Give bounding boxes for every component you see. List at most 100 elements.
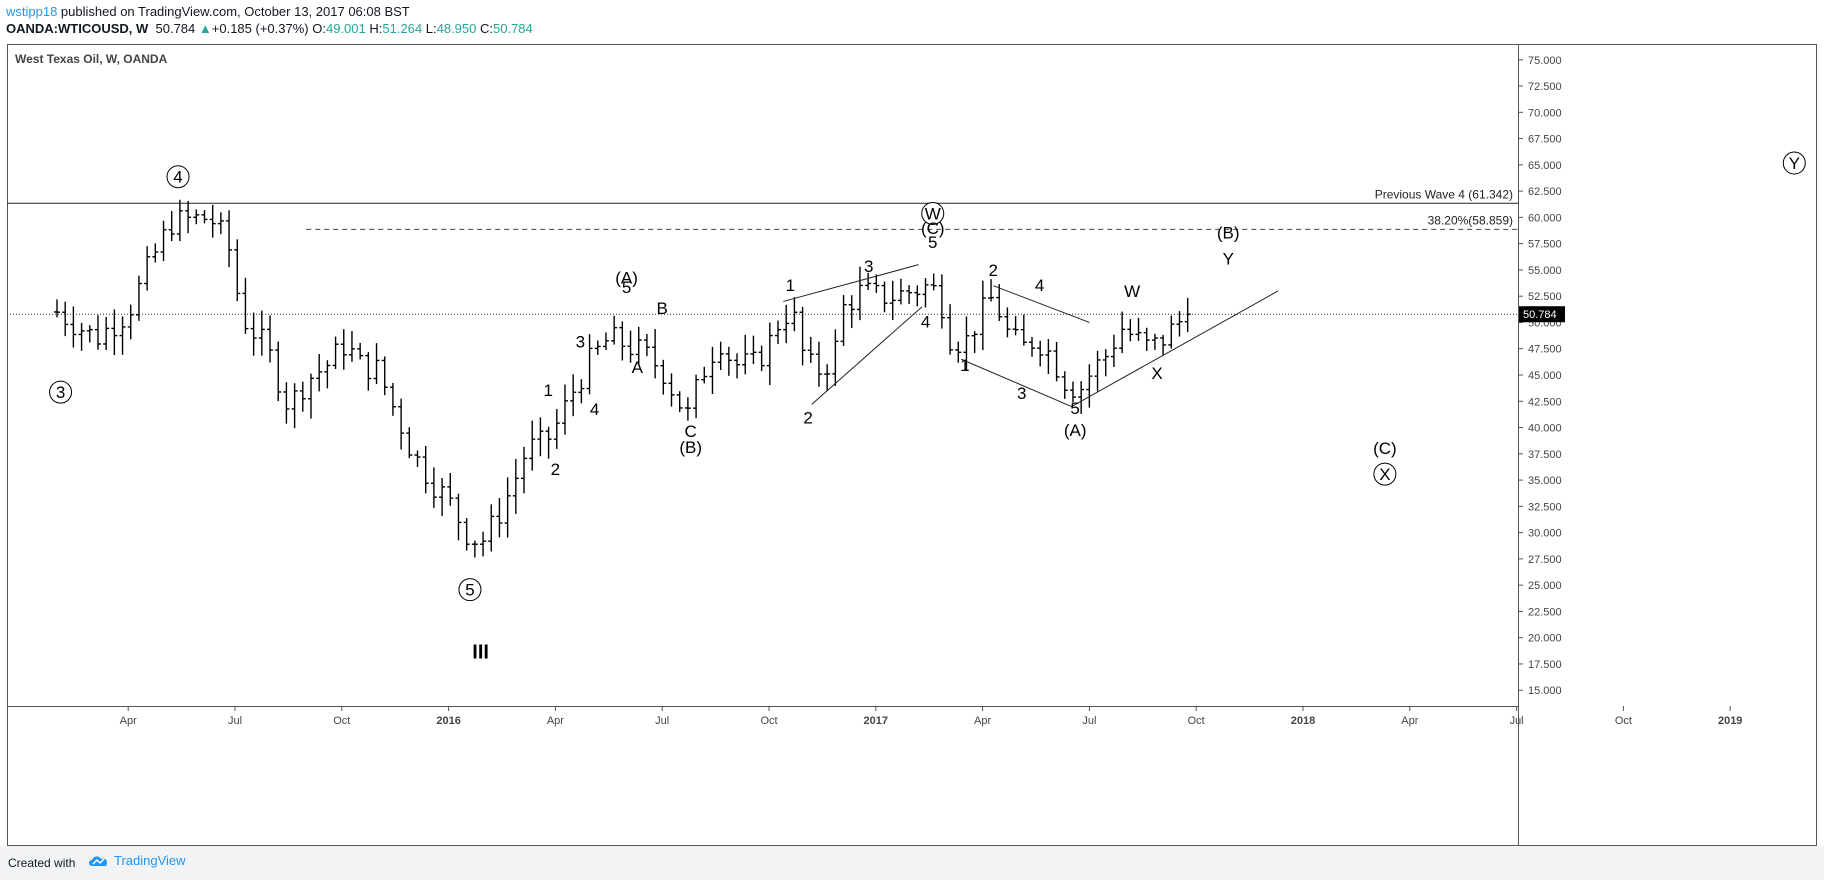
- high-value: 51.264: [382, 21, 423, 36]
- y-tick-label: 30.000: [1528, 528, 1562, 540]
- horizontal-line-label: Previous Wave 4 (61.342): [1375, 187, 1513, 201]
- wave-label: C: [685, 422, 697, 441]
- wave-label: Y: [1789, 154, 1800, 173]
- low-value: 48.950: [436, 21, 477, 36]
- footer: Created with TradingView: [0, 846, 1824, 880]
- wave-label-circle: [166, 165, 190, 189]
- y-tick-label: 40.000: [1528, 423, 1562, 435]
- y-tick-label: 32.500: [1528, 501, 1562, 513]
- close-value: 50.784: [493, 21, 533, 36]
- y-tick-label: 37.500: [1528, 449, 1562, 461]
- high-label: H:: [369, 21, 383, 36]
- last-price-tag: [1519, 306, 1565, 323]
- y-tick-label: 55.000: [1528, 265, 1562, 277]
- wave-label: 4: [173, 168, 182, 187]
- wave-label: 4: [921, 313, 930, 332]
- x-tick-label: Apr: [974, 715, 991, 727]
- y-tick-label: 17.500: [1528, 659, 1562, 671]
- wave-label: 5: [622, 278, 631, 297]
- y-tick-label: 20.000: [1528, 633, 1562, 645]
- wave-label: (C): [921, 219, 945, 238]
- y-tick-label: 45.000: [1528, 370, 1562, 382]
- y-tick-label: 62.500: [1528, 186, 1562, 198]
- y-tick-label: 35.000: [1528, 475, 1562, 487]
- wave-label: III: [472, 642, 489, 664]
- publish-line: wstipp18 published on TradingView.com, O…: [6, 4, 410, 19]
- x-tick-label: 2016: [436, 715, 460, 727]
- x-tick-label: Oct: [1615, 715, 1632, 727]
- wave-label: W: [1124, 282, 1140, 301]
- y-tick-label: 70.000: [1528, 107, 1562, 119]
- wave-label: (B): [679, 438, 702, 457]
- wave-label: 2: [989, 261, 998, 280]
- close-label: C:: [480, 21, 493, 36]
- y-tick-label: 60.000: [1528, 212, 1562, 224]
- y-tick-label: 42.500: [1528, 396, 1562, 408]
- wave-label-circle: [49, 380, 73, 404]
- y-tick-label: 57.500: [1528, 239, 1562, 251]
- wave-label: 5: [465, 581, 474, 600]
- wave-label: 1: [786, 276, 795, 295]
- y-tick-label: 52.500: [1528, 291, 1562, 303]
- trendline[interactable]: [783, 264, 919, 302]
- wave-label: 4: [1035, 276, 1044, 295]
- x-tick-label: Apr: [547, 715, 564, 727]
- symbol-line: OANDA:WTICOUSD, W 50.784 ▲+0.185 (+0.37%…: [6, 21, 533, 36]
- y-tick-label: 65.000: [1528, 160, 1562, 172]
- wave-label: 1: [544, 381, 553, 400]
- created-with-text: Created with: [8, 856, 76, 870]
- last-price-tag-label: 50.784: [1523, 309, 1557, 321]
- x-tick-label: Jul: [228, 715, 242, 727]
- wave-label: 3: [576, 333, 585, 352]
- trendline[interactable]: [811, 306, 923, 405]
- wave-label-circle: [1782, 151, 1806, 175]
- y-tick-label: 22.500: [1528, 606, 1562, 618]
- x-tick-label: Apr: [1401, 715, 1418, 727]
- x-tick-label: Jul: [655, 715, 669, 727]
- publish-info: published on TradingView.com, October 13…: [57, 4, 410, 19]
- low-label: L:: [425, 21, 437, 36]
- wave-label-circle: [1373, 462, 1397, 486]
- tradingview-link[interactable]: TradingView: [88, 853, 186, 868]
- x-tick-label: Oct: [1188, 715, 1205, 727]
- y-tick-label: 27.500: [1528, 554, 1562, 566]
- wave-label: 3: [1017, 384, 1026, 403]
- y-tick-label: 25.000: [1528, 580, 1562, 592]
- y-tick-label: 15.000: [1528, 685, 1562, 697]
- chart-area[interactable]: 75.000 72.500 70.000 67.500 65.000 62.500 60.0…: [7, 44, 1817, 846]
- y-tick-label: 67.500: [1528, 134, 1562, 146]
- horizontal-line-label: 38.20%(58.859): [1428, 213, 1513, 227]
- x-tick-label: Oct: [760, 715, 777, 727]
- x-tick-label: Jul: [1510, 715, 1524, 727]
- open-value: 49.001: [325, 21, 366, 36]
- wave-label: 5: [928, 233, 937, 252]
- wave-label-circle: [921, 201, 945, 225]
- wave-label: 1: [960, 356, 969, 375]
- tradingview-cloud-icon: [89, 855, 108, 866]
- y-tick-label: 75.000: [1528, 55, 1562, 67]
- up-arrow-icon: ▲: [198, 21, 212, 36]
- wave-label: Y: [1223, 250, 1234, 269]
- y-tick-label: 72.500: [1528, 81, 1562, 93]
- wave-label: 4: [590, 400, 599, 419]
- x-tick-label: 2019: [1718, 715, 1742, 727]
- wave-label: A: [632, 358, 644, 377]
- wave-label: X: [1379, 465, 1390, 484]
- chart-header: wstipp18 published on TradingView.com, O…: [0, 0, 1824, 44]
- wave-label: (A): [1064, 421, 1087, 440]
- wave-label: W: [925, 204, 941, 223]
- trendline[interactable]: [961, 358, 1072, 407]
- open-label: O:: [312, 21, 326, 36]
- symbol-name[interactable]: OANDA:WTICOUSD, W: [6, 21, 149, 36]
- price-chart[interactable]: 75.000 72.500 70.000 67.500 65.000 62.500 60.0…: [7, 44, 1817, 846]
- wave-label: 5: [1070, 399, 1079, 418]
- author-link[interactable]: wstipp18: [6, 4, 58, 19]
- trendline[interactable]: [1071, 290, 1279, 407]
- wave-label: X: [1151, 364, 1162, 383]
- wave-label: (A): [615, 269, 638, 288]
- price-change: +0.185 (+0.37%): [211, 21, 309, 36]
- trendline[interactable]: [993, 285, 1090, 323]
- wave-label: B: [657, 299, 668, 318]
- x-tick-label: 2017: [864, 715, 888, 727]
- x-tick-label: Oct: [333, 715, 350, 727]
